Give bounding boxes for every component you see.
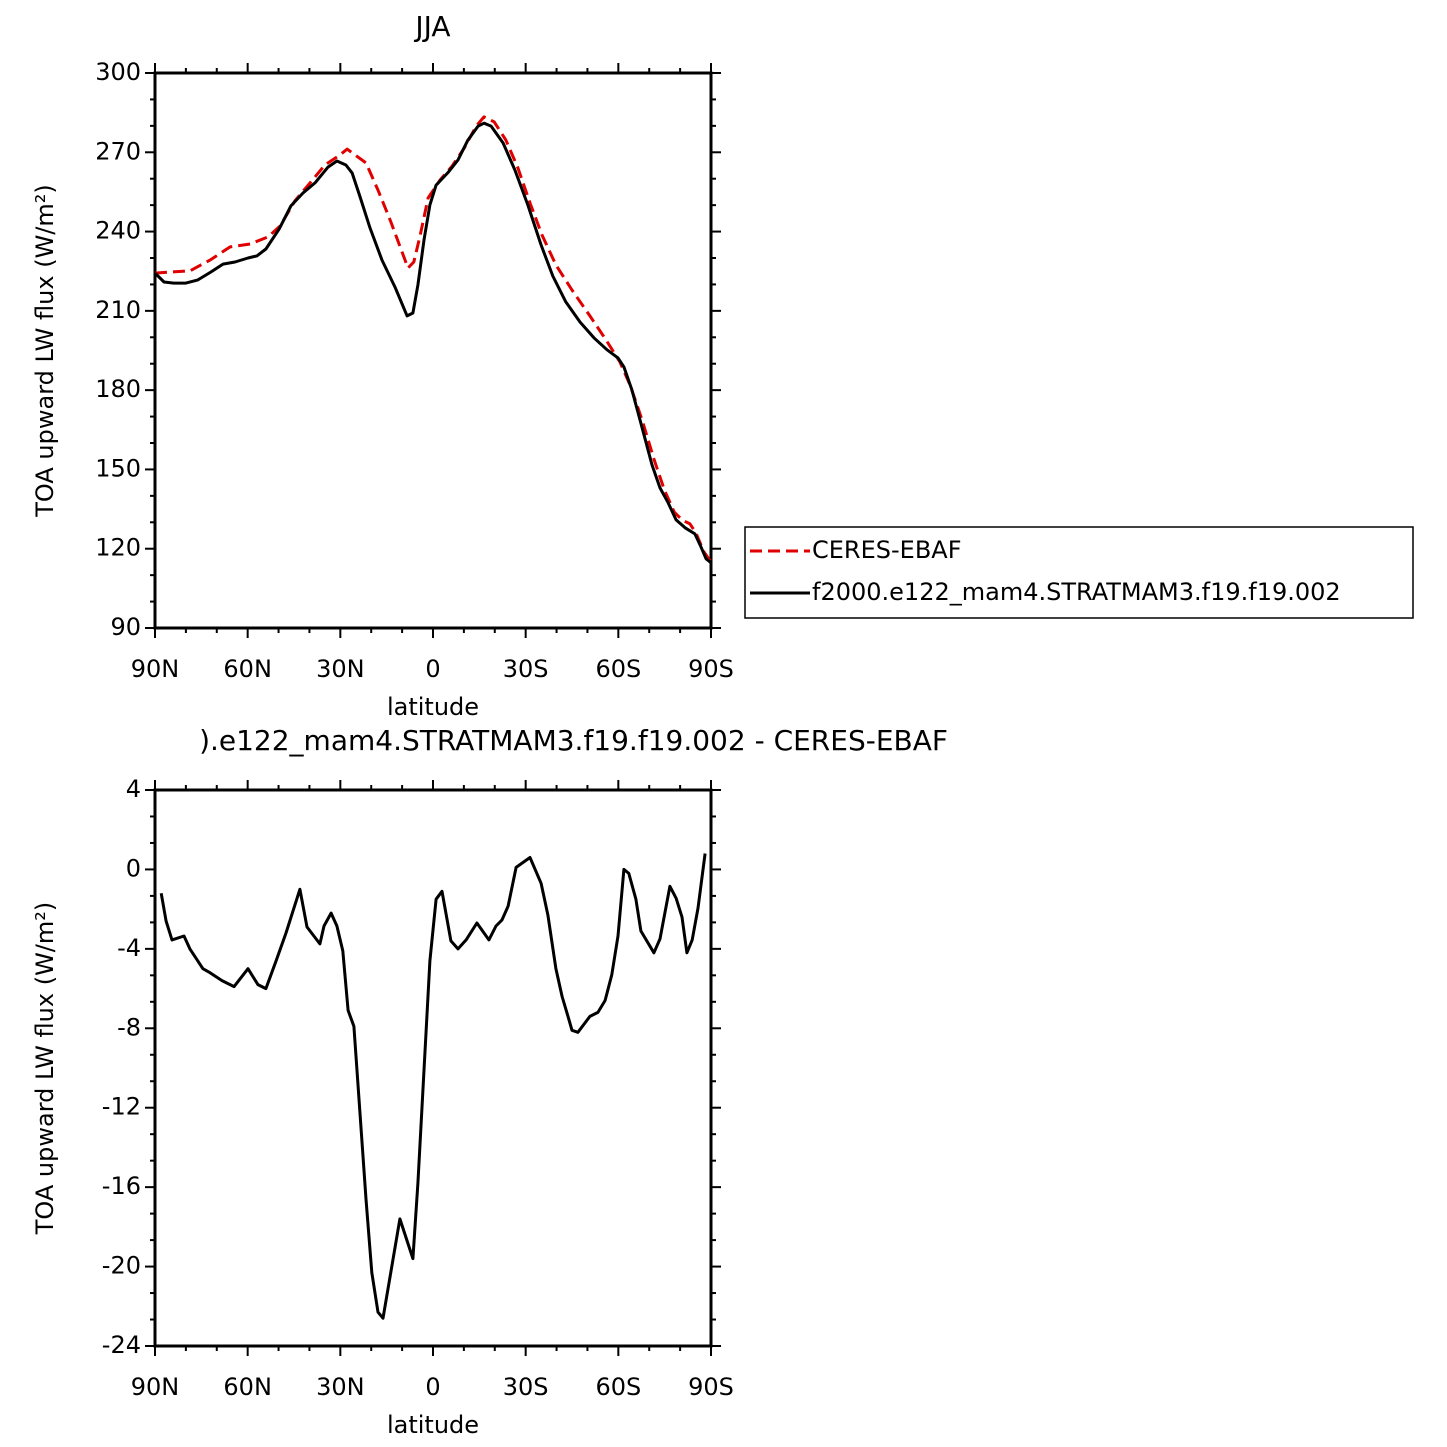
x-tick-label: 60S [595, 655, 641, 683]
y-tick-label: -12 [102, 1093, 141, 1121]
y-tick-label: -20 [102, 1252, 141, 1280]
y-tick-label: 120 [95, 534, 141, 562]
x-tick-label: 0 [425, 655, 440, 683]
y-axis-label: TOA upward LW flux (W/m²) [31, 902, 59, 1236]
plot-frame [153, 71, 713, 630]
x-tick-label: 30S [503, 655, 549, 683]
legend-label: CERES-EBAF [812, 536, 962, 564]
x-tick-label: 60S [595, 1373, 641, 1401]
y-tick-label: -16 [102, 1172, 141, 1200]
x-tick-label: 90S [688, 1373, 734, 1401]
x-tick-label: 90S [688, 655, 734, 683]
chart-title: JJA [413, 10, 450, 43]
x-tick-label: 90N [131, 655, 180, 683]
x-tick-label: 60N [223, 655, 272, 683]
y-tick-label: 180 [95, 375, 141, 403]
x-tick-label: 30S [503, 1373, 549, 1401]
x-axis-label: latitude [387, 1411, 479, 1439]
x-tick-label: 90N [131, 1373, 180, 1401]
x-tick-label: 60N [223, 1373, 272, 1401]
x-tick-label: 30N [316, 655, 365, 683]
series-line [159, 853, 707, 1320]
y-tick-label: 0 [126, 854, 141, 882]
y-tick-label: 4 [126, 775, 141, 803]
y-tick-label: 150 [95, 454, 141, 482]
series-line [154, 115, 713, 563]
y-tick-label: 240 [95, 217, 141, 245]
x-tick-label: 0 [425, 1373, 440, 1401]
x-axis-label: latitude [387, 693, 479, 721]
y-tick-label: 210 [95, 296, 141, 324]
legend-box [744, 526, 1414, 619]
y-tick-label: -8 [117, 1013, 141, 1041]
y-tick-label: 270 [95, 137, 141, 165]
y-tick-label: -4 [117, 934, 141, 962]
legend-label: f2000.e122_mam4.STRATMAM3.f19.f19.002 [812, 578, 1341, 606]
x-tick-label: 30N [316, 1373, 365, 1401]
y-axis-label: TOA upward LW flux (W/m²) [31, 184, 59, 518]
chart-title: ).e122_mam4.STRATMAM3.f19.f19.002 - CERE… [199, 724, 948, 757]
y-tick-label: 90 [110, 613, 141, 641]
y-tick-label: -24 [102, 1331, 141, 1359]
series-line [153, 121, 712, 564]
y-tick-label: 300 [95, 58, 141, 86]
